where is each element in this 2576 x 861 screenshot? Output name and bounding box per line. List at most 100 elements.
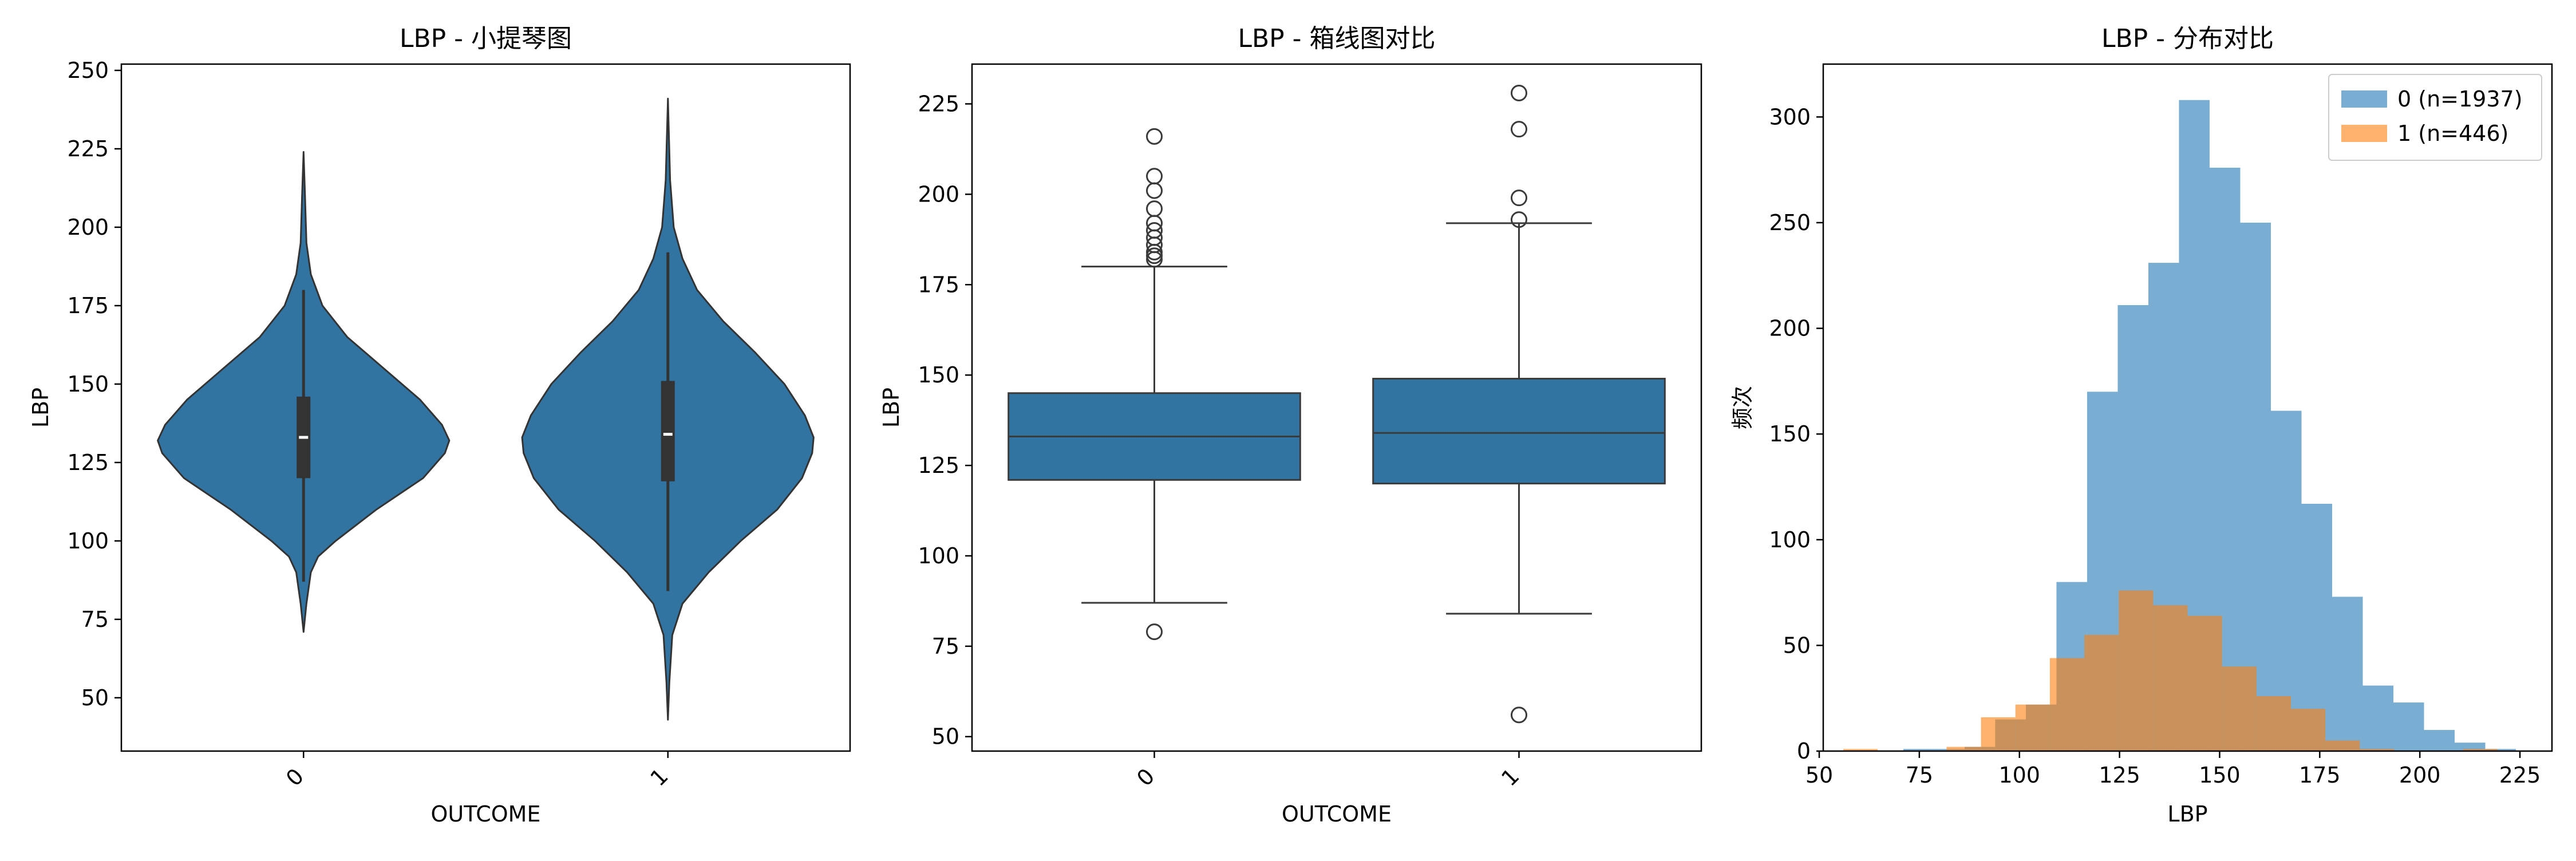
x-tick-label: 75 (1906, 763, 1933, 788)
box-outlier (1146, 182, 1163, 199)
box-outlier (1146, 168, 1163, 185)
legend-swatch-1 (2341, 125, 2387, 142)
hist-bar-series-1 (2360, 749, 2395, 751)
hist-bar-series-1 (2084, 634, 2119, 751)
y-tick-label: 150 (918, 362, 959, 388)
y-tick-label: 200 (918, 181, 959, 207)
y-tick-label: 225 (918, 91, 959, 116)
y-tick-label: 175 (67, 293, 109, 318)
histogram-y-label: 频次 (1730, 386, 1755, 429)
hist-bar-series-0 (2270, 410, 2302, 751)
box-outlier (1511, 121, 1527, 138)
x-tick-label: 200 (2399, 763, 2441, 788)
legend-label-0: 0 (n=1937) (2397, 86, 2523, 112)
hist-bar-series-0 (2485, 749, 2516, 751)
y-tick-label: 250 (1769, 210, 1811, 235)
boxplot-marks (1008, 85, 1666, 724)
boxplot-x-label: OUTCOME (1282, 801, 1392, 827)
histogram-x-label: LBP (2167, 801, 2207, 827)
y-tick-label: 0 (1797, 738, 1811, 764)
hist-bar-series-1 (1946, 747, 1981, 751)
x-tick-label: 175 (2299, 763, 2341, 788)
boxplot-y-axis: 50 75 100 125 150 175 200 225 (918, 91, 972, 749)
hist-bar-series-1 (1843, 749, 1878, 751)
box-outlier (1511, 211, 1527, 228)
y-tick-label: 225 (67, 136, 109, 161)
violin-x-label: OUTCOME (431, 801, 541, 827)
hist-bar-series-0 (1903, 749, 1934, 751)
hist-bar-series-1 (2463, 749, 2498, 751)
boxplot-plot-frame (971, 63, 1702, 752)
y-tick-label: 50 (932, 724, 959, 749)
hist-bar-series-0 (2332, 597, 2363, 751)
hist-bar-series-1 (2325, 740, 2360, 751)
box-outlier (1511, 85, 1527, 102)
boxplot-title: LBP - 箱线图对比 (1238, 24, 1435, 53)
y-tick-label: 175 (918, 272, 959, 297)
violin-iqr-bar (661, 381, 675, 481)
box-outlier (1146, 200, 1163, 218)
violin-plot-frame (120, 63, 851, 752)
y-tick-label: 100 (918, 543, 959, 568)
x-tick-label: 0 (281, 764, 309, 791)
hist-bar-series-1 (2153, 605, 2188, 751)
legend-label-1: 1 (n=446) (2397, 121, 2508, 146)
y-tick-label: 125 (918, 453, 959, 478)
x-tick-label: 100 (1998, 763, 2040, 788)
violin-marks (157, 97, 815, 721)
hist-bar-series-1 (2187, 615, 2222, 751)
histogram-marks (1843, 100, 2516, 752)
hist-bar-series-0 (2362, 685, 2394, 751)
violin-title: LBP - 小提琴图 (400, 24, 572, 53)
hist-bar-series-0 (2393, 702, 2424, 751)
violin-y-axis: 50 75 100 125 150 175 200 225 250 (67, 58, 121, 710)
histogram-title: LBP - 分布对比 (2101, 24, 2274, 53)
box-outlier (1146, 222, 1163, 239)
hist-bar-series-1 (1981, 717, 2016, 751)
hist-bar-series-1 (2015, 704, 2050, 751)
y-tick-label: 50 (81, 685, 109, 710)
histogram-x-axis: 50 75 100 125 150 175 200 225 (1805, 751, 2541, 788)
legend-swatch-0 (2341, 90, 2387, 108)
box-outlier (1511, 706, 1527, 724)
violin-y-label: LBP (28, 388, 53, 428)
histogram-y-axis: 0 50 100 150 200 250 300 (1769, 104, 1823, 764)
y-tick-label: 75 (932, 634, 959, 659)
y-tick-label: 150 (67, 372, 109, 397)
y-tick-label: 300 (1769, 104, 1811, 129)
hist-bar-series-1 (2290, 709, 2326, 751)
box-iqr (1372, 377, 1666, 485)
y-tick-label: 50 (1783, 633, 1811, 658)
hist-bar-series-1 (2222, 666, 2257, 751)
x-tick-label: 125 (2099, 763, 2140, 788)
x-tick-label: 1 (1496, 764, 1524, 791)
x-tick-label: 1 (645, 764, 673, 791)
hist-bar-series-0 (2424, 730, 2455, 751)
y-tick-label: 200 (67, 215, 109, 240)
hist-bar-series-0 (2455, 742, 2486, 751)
hist-bar-series-0 (2240, 222, 2271, 751)
y-tick-label: 100 (67, 528, 109, 554)
y-tick-label: 75 (81, 607, 109, 632)
x-tick-label: 150 (2199, 763, 2241, 788)
y-tick-label: 100 (1769, 527, 1811, 552)
y-tick-label: 250 (67, 58, 109, 83)
hist-bar-series-1 (2049, 658, 2085, 751)
x-tick-label: 50 (1805, 763, 1833, 788)
hist-bar-series-1 (2119, 590, 2154, 751)
box-outlier (1146, 128, 1163, 145)
hist-bar-series-1 (2256, 696, 2291, 751)
boxplot-y-label: LBP (879, 388, 904, 428)
histogram-legend: 0 (n=1937) 1 (n=446) (2328, 74, 2542, 161)
y-tick-label: 150 (1769, 421, 1811, 447)
y-tick-label: 200 (1769, 316, 1811, 341)
box-outlier (1511, 189, 1527, 207)
x-tick-label: 225 (2499, 763, 2541, 788)
histogram-plot-frame (1822, 63, 2553, 752)
